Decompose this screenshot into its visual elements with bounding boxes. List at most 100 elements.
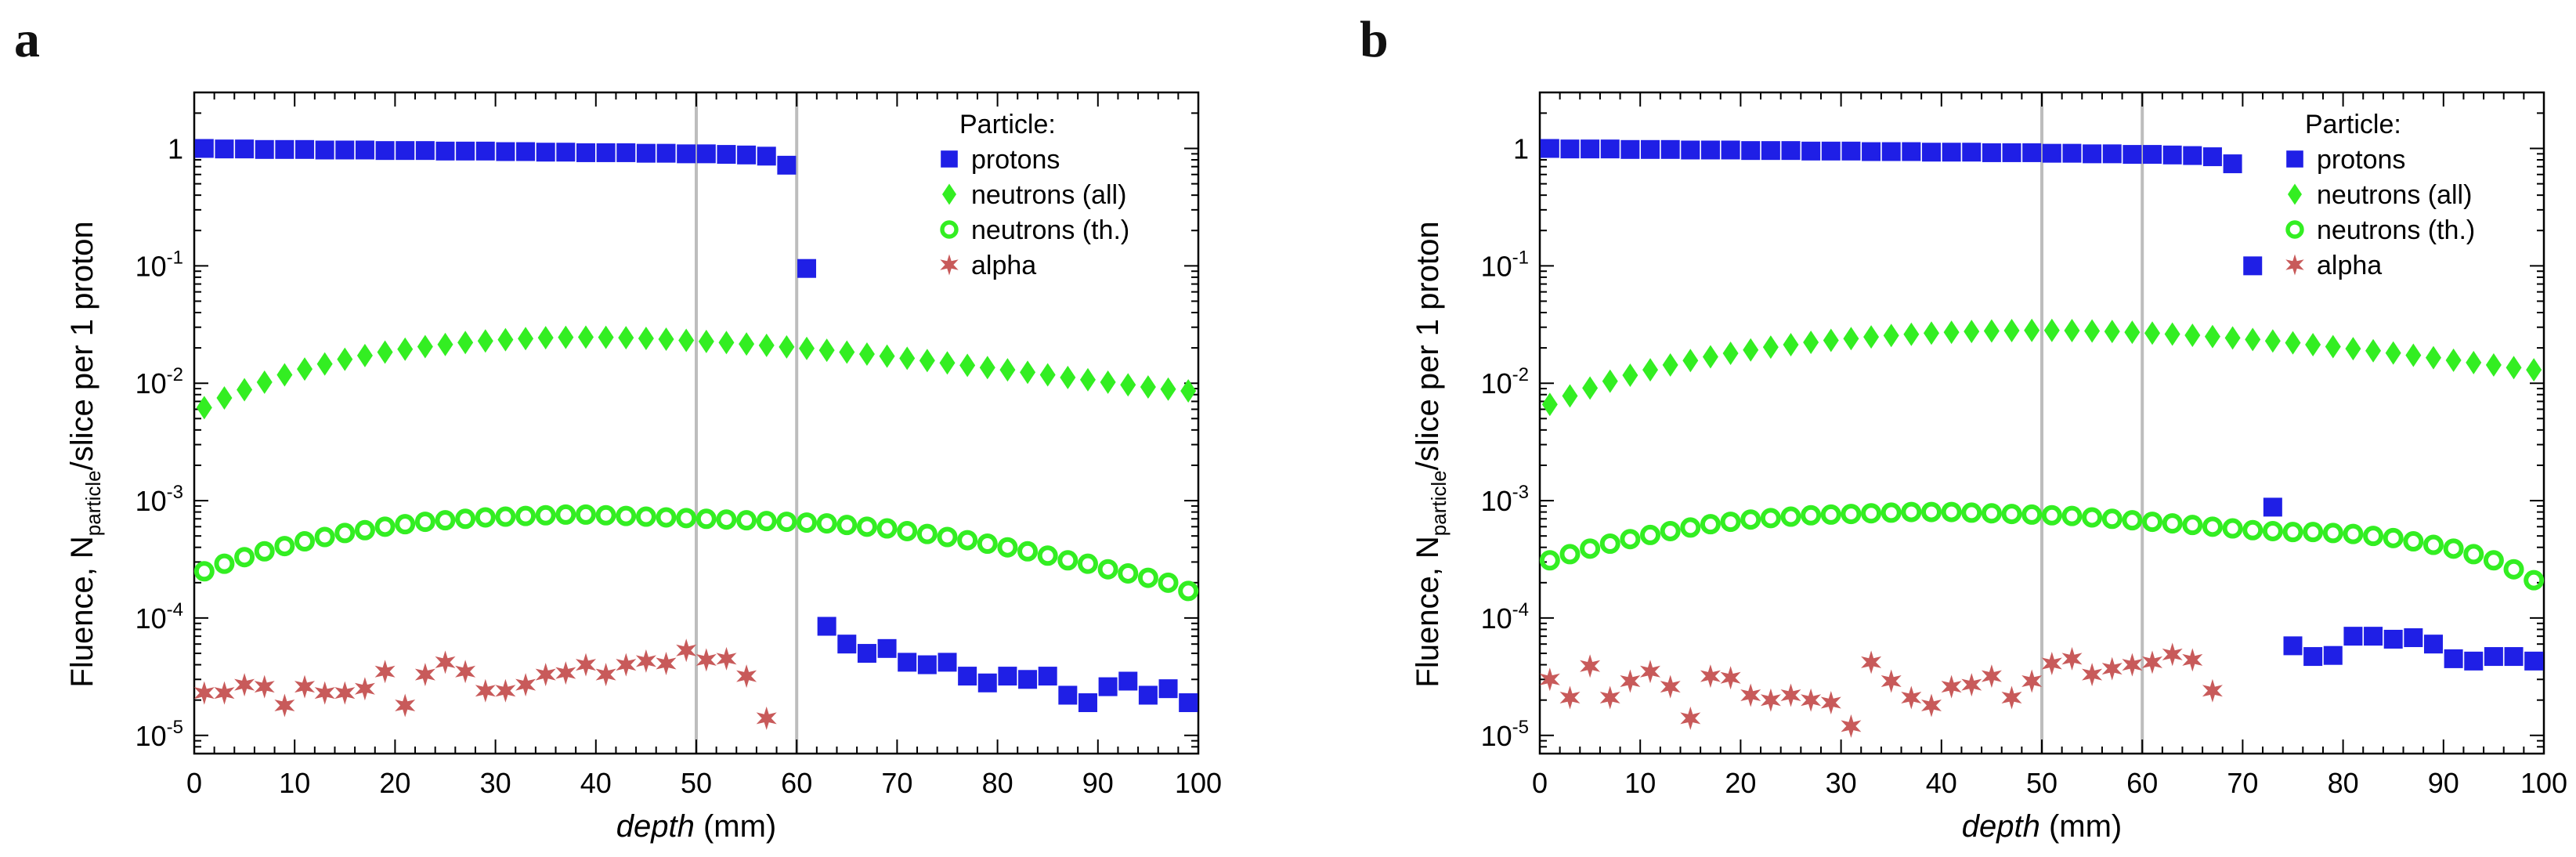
neutrons-all-marker [397,337,414,361]
alpha-marker [1760,688,1781,712]
alpha-marker [294,674,315,699]
neutrons-th-marker [997,537,1018,558]
neutrons-all-marker [2184,324,2201,348]
neutrons-all-marker [1039,363,1056,387]
neutrons-all-marker [959,353,976,378]
x-tick-label: 20 [379,767,410,799]
neutrons-th-marker [940,220,959,239]
y-tick-exponent: -3 [167,482,183,503]
protons-marker [717,145,736,165]
neutrons-th-marker [1640,524,1661,545]
protons-marker [817,617,836,636]
y-tick-exponent: -5 [1512,717,1529,738]
neutrons-th-marker [2082,507,2103,528]
neutrons-all-marker [237,378,253,402]
neutrons-all-marker [2288,183,2302,205]
x-tick-label: 80 [2328,767,2359,799]
neutrons-all-marker [942,183,956,205]
neutrons-all-marker [2003,318,2020,342]
y-tick-label: 10-4 [135,599,183,635]
neutrons-all-marker [356,343,373,367]
alpha-marker [495,678,516,703]
protons-marker [2022,143,2042,162]
protons-marker [2303,647,2323,667]
neutrons-all-marker [1020,360,1036,385]
neutrons-th-marker [656,507,677,528]
protons-marker [2002,143,2021,162]
neutrons-th-marker [555,504,576,525]
y-axis-label: Fluence, Nparticle/slice per 1 proton [65,221,105,687]
neutrons-th-marker [354,519,375,541]
neutrons-all-marker [1541,392,1558,417]
neutrons-th-marker [1559,544,1581,565]
neutrons-th-marker [1539,550,1560,571]
neutrons-th-marker [595,504,616,526]
x-tick-label: 30 [480,767,511,799]
y-tick-base: 10 [1481,602,1512,635]
neutrons-th-marker [816,513,837,534]
alpha-marker [234,673,255,697]
neutrons-all-marker [2425,345,2441,370]
legend-entry-label: neutrons (th.) [2317,215,2475,245]
neutrons-all-marker [1943,320,1960,345]
series-neutrons-th [193,504,1199,602]
neutrons-all-marker [497,327,514,352]
alpha-marker [756,706,777,730]
neutrons-all-marker [1702,345,1718,369]
neutrons-all-marker [377,340,393,364]
protons-marker [1138,685,1158,705]
x-tick-label: 50 [2026,767,2058,799]
x-tick-label: 60 [781,767,812,799]
y-tick-label: 10-1 [135,247,183,282]
protons-marker [335,140,355,160]
protons-marker [837,635,857,654]
neutrons-th-marker [334,523,356,544]
neutrons-th-marker [1178,580,1199,602]
protons-marker [1921,143,1941,162]
neutrons-th-marker [876,518,898,539]
protons-marker [1179,693,1198,713]
neutrons-all-marker [337,347,353,371]
neutrons-all-marker [739,332,755,356]
neutrons-all-marker [2024,318,2040,342]
protons-marker [2102,144,2122,164]
protons-marker [1641,139,1660,159]
protons-marker [857,644,876,664]
alpha-marker [695,648,717,672]
neutrons-th-marker [2222,518,2243,539]
alpha-marker [414,663,435,687]
y-axis-label-subscript: particle [1427,470,1451,536]
neutrons-th-marker [2524,570,2545,591]
series-neutrons-all [196,325,1197,420]
alpha-marker [314,681,335,705]
protons-marker [917,655,937,674]
neutrons-th-marker [1680,517,1701,538]
alpha-marker [1620,669,1641,693]
alpha-marker [1861,650,1882,674]
alpha-marker [2021,669,2043,693]
protons-marker [235,139,255,159]
neutrons-th-marker [836,515,858,536]
neutrons-th-marker [2041,504,2062,526]
neutrons-all-marker [678,328,695,353]
neutrons-th-marker [374,516,396,537]
y-tick-label: 10-2 [135,364,183,400]
neutrons-th-marker [616,505,637,526]
alpha-marker [395,693,416,718]
neutrons-th-marker [856,516,877,537]
neutrons-all-marker [1160,377,1176,401]
alpha-marker [1801,688,1822,712]
neutrons-th-marker [395,514,416,535]
neutrons-th-marker [1740,509,1761,530]
neutrons-all-marker [2305,333,2321,357]
neutrons-th-marker [1901,501,1922,523]
alpha-marker [435,650,456,674]
series-protons [1540,139,2544,671]
alpha-marker [2142,650,2162,674]
neutrons-all-marker [858,342,875,367]
neutrons-th-marker [1881,502,1902,523]
neutrons-th-marker [2101,508,2123,530]
alpha-marker [2122,653,2143,677]
x-axis-unit: (mm) [2040,809,2122,844]
protons-marker [2042,143,2061,163]
